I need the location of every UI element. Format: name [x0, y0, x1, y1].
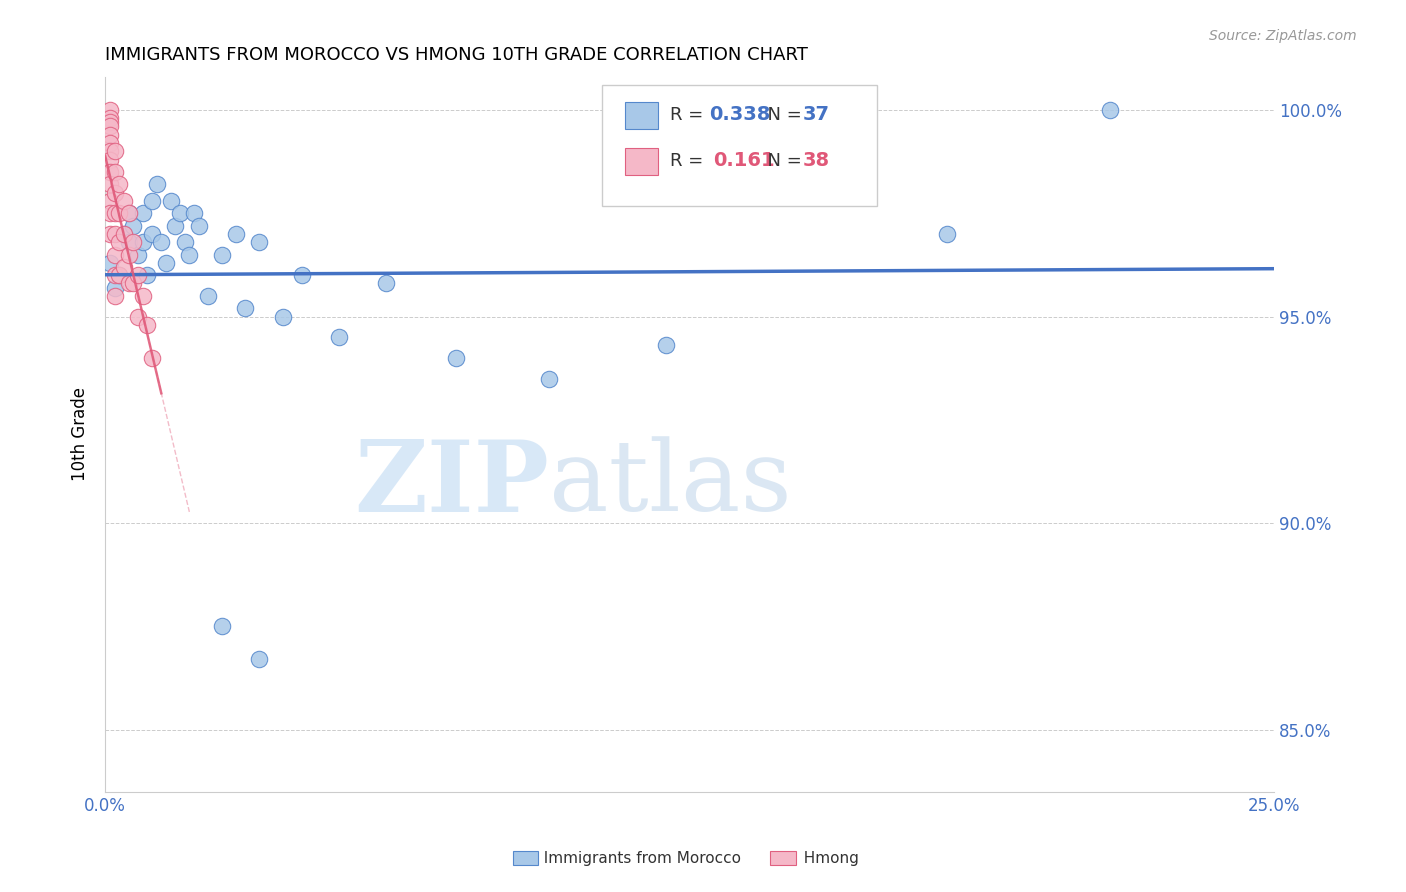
Text: Hmong: Hmong — [794, 851, 859, 865]
Point — [328, 330, 350, 344]
Point — [136, 318, 159, 332]
Point — [127, 268, 149, 283]
Y-axis label: 10th Grade: 10th Grade — [72, 387, 89, 482]
Point — [117, 247, 139, 261]
Point — [538, 371, 561, 385]
Point — [655, 338, 678, 352]
Text: 37: 37 — [803, 105, 830, 124]
Point — [122, 219, 145, 233]
Point — [935, 227, 957, 241]
Point — [98, 103, 121, 117]
Point — [271, 310, 294, 324]
Point — [444, 351, 467, 365]
Point — [131, 206, 153, 220]
Text: Immigrants from Morocco: Immigrants from Morocco — [534, 851, 741, 865]
Point — [159, 194, 181, 208]
Point — [103, 165, 125, 179]
Point — [249, 235, 271, 249]
Point — [173, 235, 195, 249]
Point — [112, 194, 135, 208]
Point — [98, 120, 121, 134]
Point — [98, 136, 121, 150]
Point — [112, 260, 135, 274]
Point — [108, 206, 131, 220]
Point — [249, 652, 271, 666]
Point — [374, 277, 396, 291]
Text: N =: N = — [756, 152, 807, 169]
Point — [127, 247, 149, 261]
Point — [117, 206, 139, 220]
Point — [1099, 103, 1122, 117]
Point — [117, 235, 139, 249]
Point — [211, 619, 233, 633]
Point — [136, 268, 159, 283]
Point — [103, 145, 125, 159]
Point — [112, 227, 135, 241]
Point — [103, 247, 125, 261]
Point — [98, 128, 121, 142]
FancyBboxPatch shape — [513, 851, 538, 865]
Point — [145, 178, 167, 192]
Text: ZIP: ZIP — [354, 436, 550, 533]
Point — [122, 235, 145, 249]
Text: atlas: atlas — [550, 436, 792, 533]
Point — [131, 235, 153, 249]
Point — [103, 227, 125, 241]
Point — [103, 206, 125, 220]
Point — [290, 268, 312, 283]
Point — [108, 268, 131, 283]
Point — [141, 194, 163, 208]
Point — [98, 165, 121, 179]
Point — [98, 227, 121, 241]
Point — [127, 310, 149, 324]
Point — [98, 153, 121, 167]
Point — [141, 227, 163, 241]
Point — [98, 145, 121, 159]
Point — [98, 115, 121, 129]
Point — [131, 289, 153, 303]
Text: R =: R = — [669, 106, 709, 124]
Point — [112, 227, 135, 241]
Text: Source: ZipAtlas.com: Source: ZipAtlas.com — [1209, 29, 1357, 43]
Point — [235, 301, 257, 316]
Point — [117, 206, 139, 220]
Point — [179, 247, 201, 261]
FancyBboxPatch shape — [626, 102, 658, 129]
Point — [98, 206, 121, 220]
Text: R =: R = — [669, 152, 714, 169]
FancyBboxPatch shape — [626, 148, 658, 175]
Point — [98, 256, 121, 270]
Point — [225, 227, 247, 241]
Point — [183, 206, 205, 220]
Point — [117, 277, 139, 291]
Point — [103, 280, 125, 294]
Point — [103, 268, 125, 283]
Point — [122, 277, 145, 291]
Point — [98, 112, 121, 126]
Point — [108, 235, 131, 249]
Point — [103, 289, 125, 303]
Point — [108, 178, 131, 192]
Text: 0.161: 0.161 — [713, 151, 775, 170]
Point — [141, 351, 163, 365]
Point — [211, 247, 233, 261]
Text: 0.338: 0.338 — [710, 105, 770, 124]
Point — [169, 206, 191, 220]
Point — [150, 235, 173, 249]
Point — [197, 289, 219, 303]
Point — [155, 256, 177, 270]
Point — [165, 219, 187, 233]
FancyBboxPatch shape — [602, 86, 876, 205]
Point — [187, 219, 209, 233]
Text: 38: 38 — [803, 151, 830, 170]
Text: IMMIGRANTS FROM MOROCCO VS HMONG 10TH GRADE CORRELATION CHART: IMMIGRANTS FROM MOROCCO VS HMONG 10TH GR… — [105, 46, 808, 64]
Point — [103, 186, 125, 200]
Point — [108, 268, 131, 283]
Text: N =: N = — [756, 106, 807, 124]
Point — [98, 178, 121, 192]
FancyBboxPatch shape — [770, 851, 796, 865]
Point — [98, 194, 121, 208]
